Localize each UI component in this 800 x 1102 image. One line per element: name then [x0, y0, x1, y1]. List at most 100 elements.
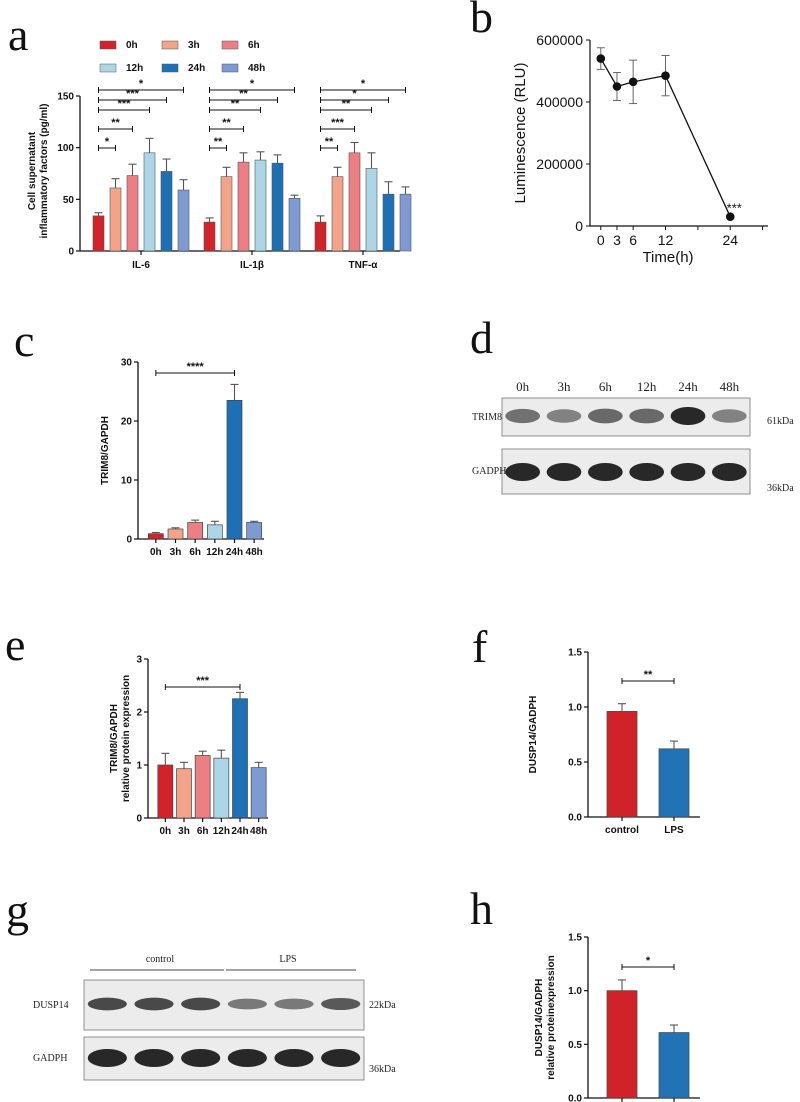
- d-blot-strip: [501, 448, 751, 495]
- h-y-axis-title: DUSP14/GADPHrelative proteinexpression: [534, 955, 557, 1080]
- b-data-point: [725, 212, 735, 221]
- g-band: [87, 997, 127, 1011]
- c-y-tick-label: 20: [121, 417, 133, 428]
- a-legend-label: 24h: [188, 63, 205, 74]
- b-y-tick-label: 0: [575, 218, 583, 234]
- h-y-axis-title-line: relative proteinexpression: [546, 955, 557, 1080]
- chart-c: 0 10 20 30 TRIM8/GAPDH 0h 3h 6h 12h 24h 48h ****: [100, 358, 264, 558]
- g-size-label: 36kDa: [369, 1064, 396, 1075]
- a-x-tick-label: IL-6: [132, 260, 150, 271]
- d-band: [711, 409, 747, 423]
- g-band: [227, 1049, 267, 1067]
- a-bar: [348, 152, 361, 252]
- panel-letter-e: e: [5, 619, 25, 670]
- d-band: [546, 463, 582, 481]
- a-bar: [160, 171, 173, 252]
- e-x-tick-label: 6h: [197, 826, 209, 837]
- h-y-tick-label: 0.5: [568, 1040, 582, 1051]
- a-sig-label: **: [239, 88, 248, 100]
- d-lane-label: 3h: [558, 379, 572, 394]
- a-sig-label: **: [325, 136, 334, 148]
- f-y-tick-label: 0.0: [568, 813, 582, 824]
- a-sig-label: **: [342, 98, 351, 110]
- a-y-tick-label: 150: [57, 92, 74, 103]
- e-y-axis-title: TRIM8/GAPDHrelative protein expression: [109, 675, 132, 802]
- d-band: [670, 407, 706, 425]
- d-row-label: TRIM8: [472, 412, 502, 423]
- c-y-axis-title-line: TRIM8/GAPDH: [100, 416, 111, 485]
- a-bar: [237, 161, 250, 252]
- f-bar: [606, 711, 638, 818]
- b-x-tick-label: 24: [722, 232, 738, 248]
- g-group-label: control: [146, 954, 175, 965]
- h-y-axis-title-line: DUSP14/GADPH: [534, 979, 545, 1057]
- c-x-tick-label: 6h: [189, 547, 201, 558]
- g-band: [321, 1049, 361, 1067]
- g-band: [274, 998, 314, 1010]
- a-bar: [382, 193, 395, 252]
- a-bar: [143, 152, 156, 252]
- e-y-tick-label: 3: [136, 655, 142, 666]
- b-x-axis-title: Time(h): [642, 249, 693, 266]
- h-bar: [658, 1032, 690, 1099]
- c-y-tick-label: 10: [121, 476, 133, 487]
- a-sig-label: **: [214, 136, 223, 148]
- c-bar: [167, 528, 184, 540]
- c-x-tick-label: 12h: [206, 547, 223, 558]
- d-lane-label: 12h: [637, 379, 657, 394]
- g-band: [227, 998, 267, 1010]
- a-bar: [254, 159, 267, 252]
- c-bar: [226, 400, 243, 540]
- d-blot-strip: [501, 397, 751, 437]
- a-sig-label: **: [111, 117, 120, 129]
- a-bar: [271, 162, 284, 252]
- d-band: [505, 463, 541, 481]
- g-band: [274, 1049, 314, 1067]
- panel-letter-f: f: [472, 621, 488, 672]
- a-legend-swatch: [99, 63, 117, 73]
- d-band: [629, 463, 665, 481]
- b-data-point: [661, 71, 670, 80]
- c-bar: [187, 522, 204, 540]
- a-bar: [365, 168, 378, 252]
- e-bar: [232, 698, 248, 819]
- b-y-tick-label: 400000: [536, 94, 583, 110]
- a-legend-swatch: [99, 40, 117, 50]
- e-x-tick-label: 3h: [178, 826, 190, 837]
- a-legend-label: 0h: [126, 40, 138, 51]
- c-bar: [246, 522, 263, 540]
- a-y-tick-label: 0: [68, 247, 74, 258]
- e-sig-label: ***: [196, 675, 210, 687]
- a-legend-swatch: [161, 63, 179, 73]
- h-y-tick-label: 0.0: [568, 1094, 582, 1102]
- b-y-axis-title: Luminescence (RLU): [512, 63, 529, 204]
- d-lane-label: 24h: [678, 379, 698, 394]
- e-y-axis-title-line: relative protein expression: [121, 675, 132, 802]
- b-data-point: [596, 54, 606, 63]
- b-y-tick-label: 600000: [536, 32, 583, 48]
- b-x-tick-label: 6: [629, 232, 637, 248]
- f-bar: [658, 748, 690, 818]
- f-y-axis-title-line: DUSP14/GADPH: [528, 696, 539, 774]
- d-band: [670, 463, 706, 481]
- panel-letter-c: c: [14, 315, 34, 366]
- g-band: [181, 997, 221, 1011]
- a-bar: [314, 221, 327, 252]
- chart-h: 0.0 0.5 1.0 1.5 DUSP14/GADPHrelative protein…: [534, 933, 700, 1102]
- g-row-label: DUSP14: [33, 1000, 69, 1011]
- panel-letter-b: b: [470, 0, 493, 42]
- blot-d: 0h 3h 6h 12h 24h 48h TRIM8 GADPH 61kDa 36kDa: [472, 379, 794, 495]
- e-bar: [250, 767, 267, 819]
- d-size-label: 61kDa: [767, 416, 794, 427]
- g-blot-strip: [83, 979, 365, 1031]
- e-x-tick-label: 48h: [250, 826, 267, 837]
- d-band: [629, 408, 665, 424]
- a-sig-label: *: [361, 78, 366, 90]
- f-y-tick-label: 0.5: [568, 758, 582, 769]
- a-legend-label: 48h: [248, 63, 265, 74]
- d-size-label: 36kDa: [767, 483, 794, 494]
- f-y-tick-label: 1.0: [568, 703, 582, 714]
